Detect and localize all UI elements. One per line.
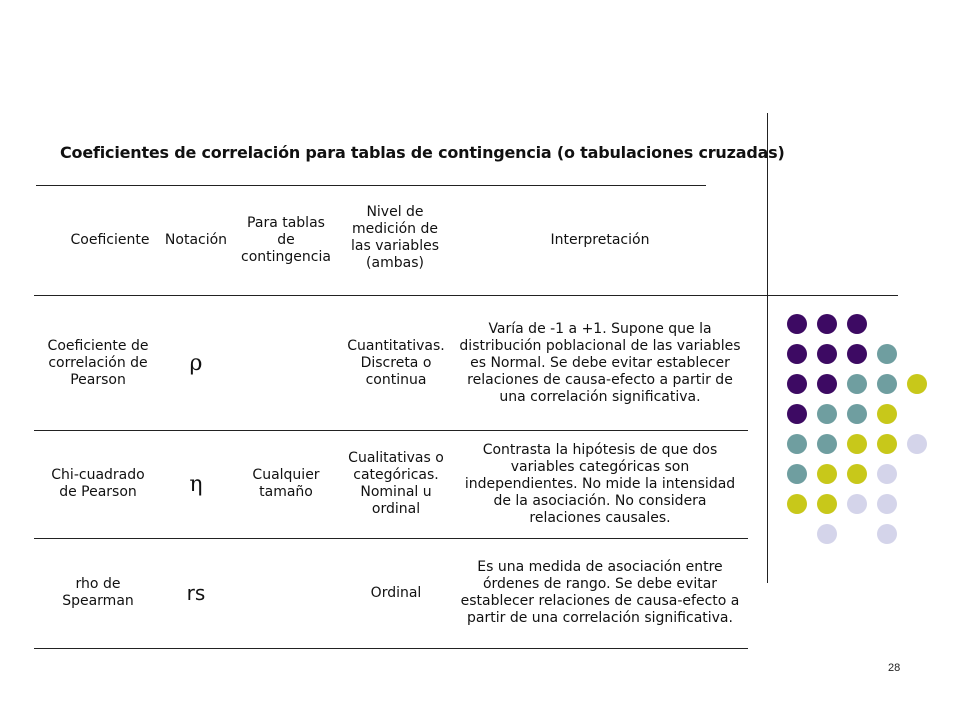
decorative-dot <box>877 344 897 364</box>
decorative-dot <box>787 344 807 364</box>
decorative-dot <box>877 494 897 514</box>
cell-coeficiente: rho de Spearman <box>62 576 134 609</box>
decorative-dot <box>817 404 837 424</box>
decorative-dot <box>907 374 927 394</box>
divider-vertical <box>767 113 768 583</box>
header-notacion: Notación <box>164 231 228 248</box>
decorative-dot <box>877 464 897 484</box>
header-nivel: Nivel de medición de las variables (amba… <box>351 204 439 271</box>
cell-interpretacion: Contrasta la hipótesis de que dos variab… <box>464 441 736 526</box>
decorative-dot <box>787 494 807 514</box>
decorative-dot <box>817 434 837 454</box>
decorative-dot <box>787 314 807 334</box>
decorative-dot <box>847 374 867 394</box>
cell-interpretacion: Varía de -1 a +1. Supone que la distribu… <box>459 320 741 405</box>
cell-interpretacion: Es una medida de asociación entre órdene… <box>460 559 740 626</box>
decorative-dot <box>847 314 867 334</box>
decorative-dot <box>877 524 897 544</box>
cell-nivel: Cualitativas o categóricas. Nominal u or… <box>348 450 444 517</box>
decorative-dot <box>787 404 807 424</box>
decorative-dot <box>817 344 837 364</box>
table-header-rule <box>34 295 748 296</box>
header-coeficiente: Coeficiente <box>70 231 150 248</box>
table-row-rule <box>34 538 748 539</box>
cell-nivel: Ordinal <box>370 584 422 601</box>
cell-notacion: η <box>189 471 203 497</box>
decorative-dot <box>847 464 867 484</box>
decorative-dot <box>787 434 807 454</box>
cell-tablas: Cualquier tamaño <box>252 467 320 500</box>
cell-notacion: ρ <box>189 350 203 376</box>
cell-coeficiente: Chi-cuadrado de Pearson <box>51 467 145 500</box>
table-row-rule <box>34 430 748 431</box>
decorative-dot <box>817 524 837 544</box>
decorative-dot <box>817 464 837 484</box>
decorative-dot <box>877 374 897 394</box>
decorative-dot <box>817 494 837 514</box>
page-number: 28 <box>888 662 901 674</box>
decorative-dot <box>817 314 837 334</box>
decorative-dot <box>847 344 867 364</box>
decorative-dot <box>787 374 807 394</box>
decorative-dot <box>877 404 897 424</box>
decorative-dot <box>847 434 867 454</box>
decorative-dot <box>817 374 837 394</box>
decorative-dot <box>907 434 927 454</box>
cell-nivel: Cuantitativas. Discreta o continua <box>347 337 445 388</box>
table-top-rule <box>36 185 706 186</box>
table-bottom-rule <box>34 648 748 649</box>
decorative-dot <box>877 434 897 454</box>
header-interpretacion: Interpretación <box>550 231 650 248</box>
cell-tablas <box>240 540 332 646</box>
divider-horizontal <box>748 295 898 296</box>
cell-coeficiente: Coeficiente de correlación de Pearson <box>47 337 149 388</box>
decorative-dot <box>847 404 867 424</box>
decorative-dot <box>847 494 867 514</box>
header-tablas: Para tablas de contingencia <box>241 214 331 265</box>
cell-tablas <box>240 298 332 428</box>
cell-notacion: rs <box>186 580 206 605</box>
decorative-dot <box>787 464 807 484</box>
slide-title: Coeficientes de correlación para tablas … <box>60 143 785 162</box>
